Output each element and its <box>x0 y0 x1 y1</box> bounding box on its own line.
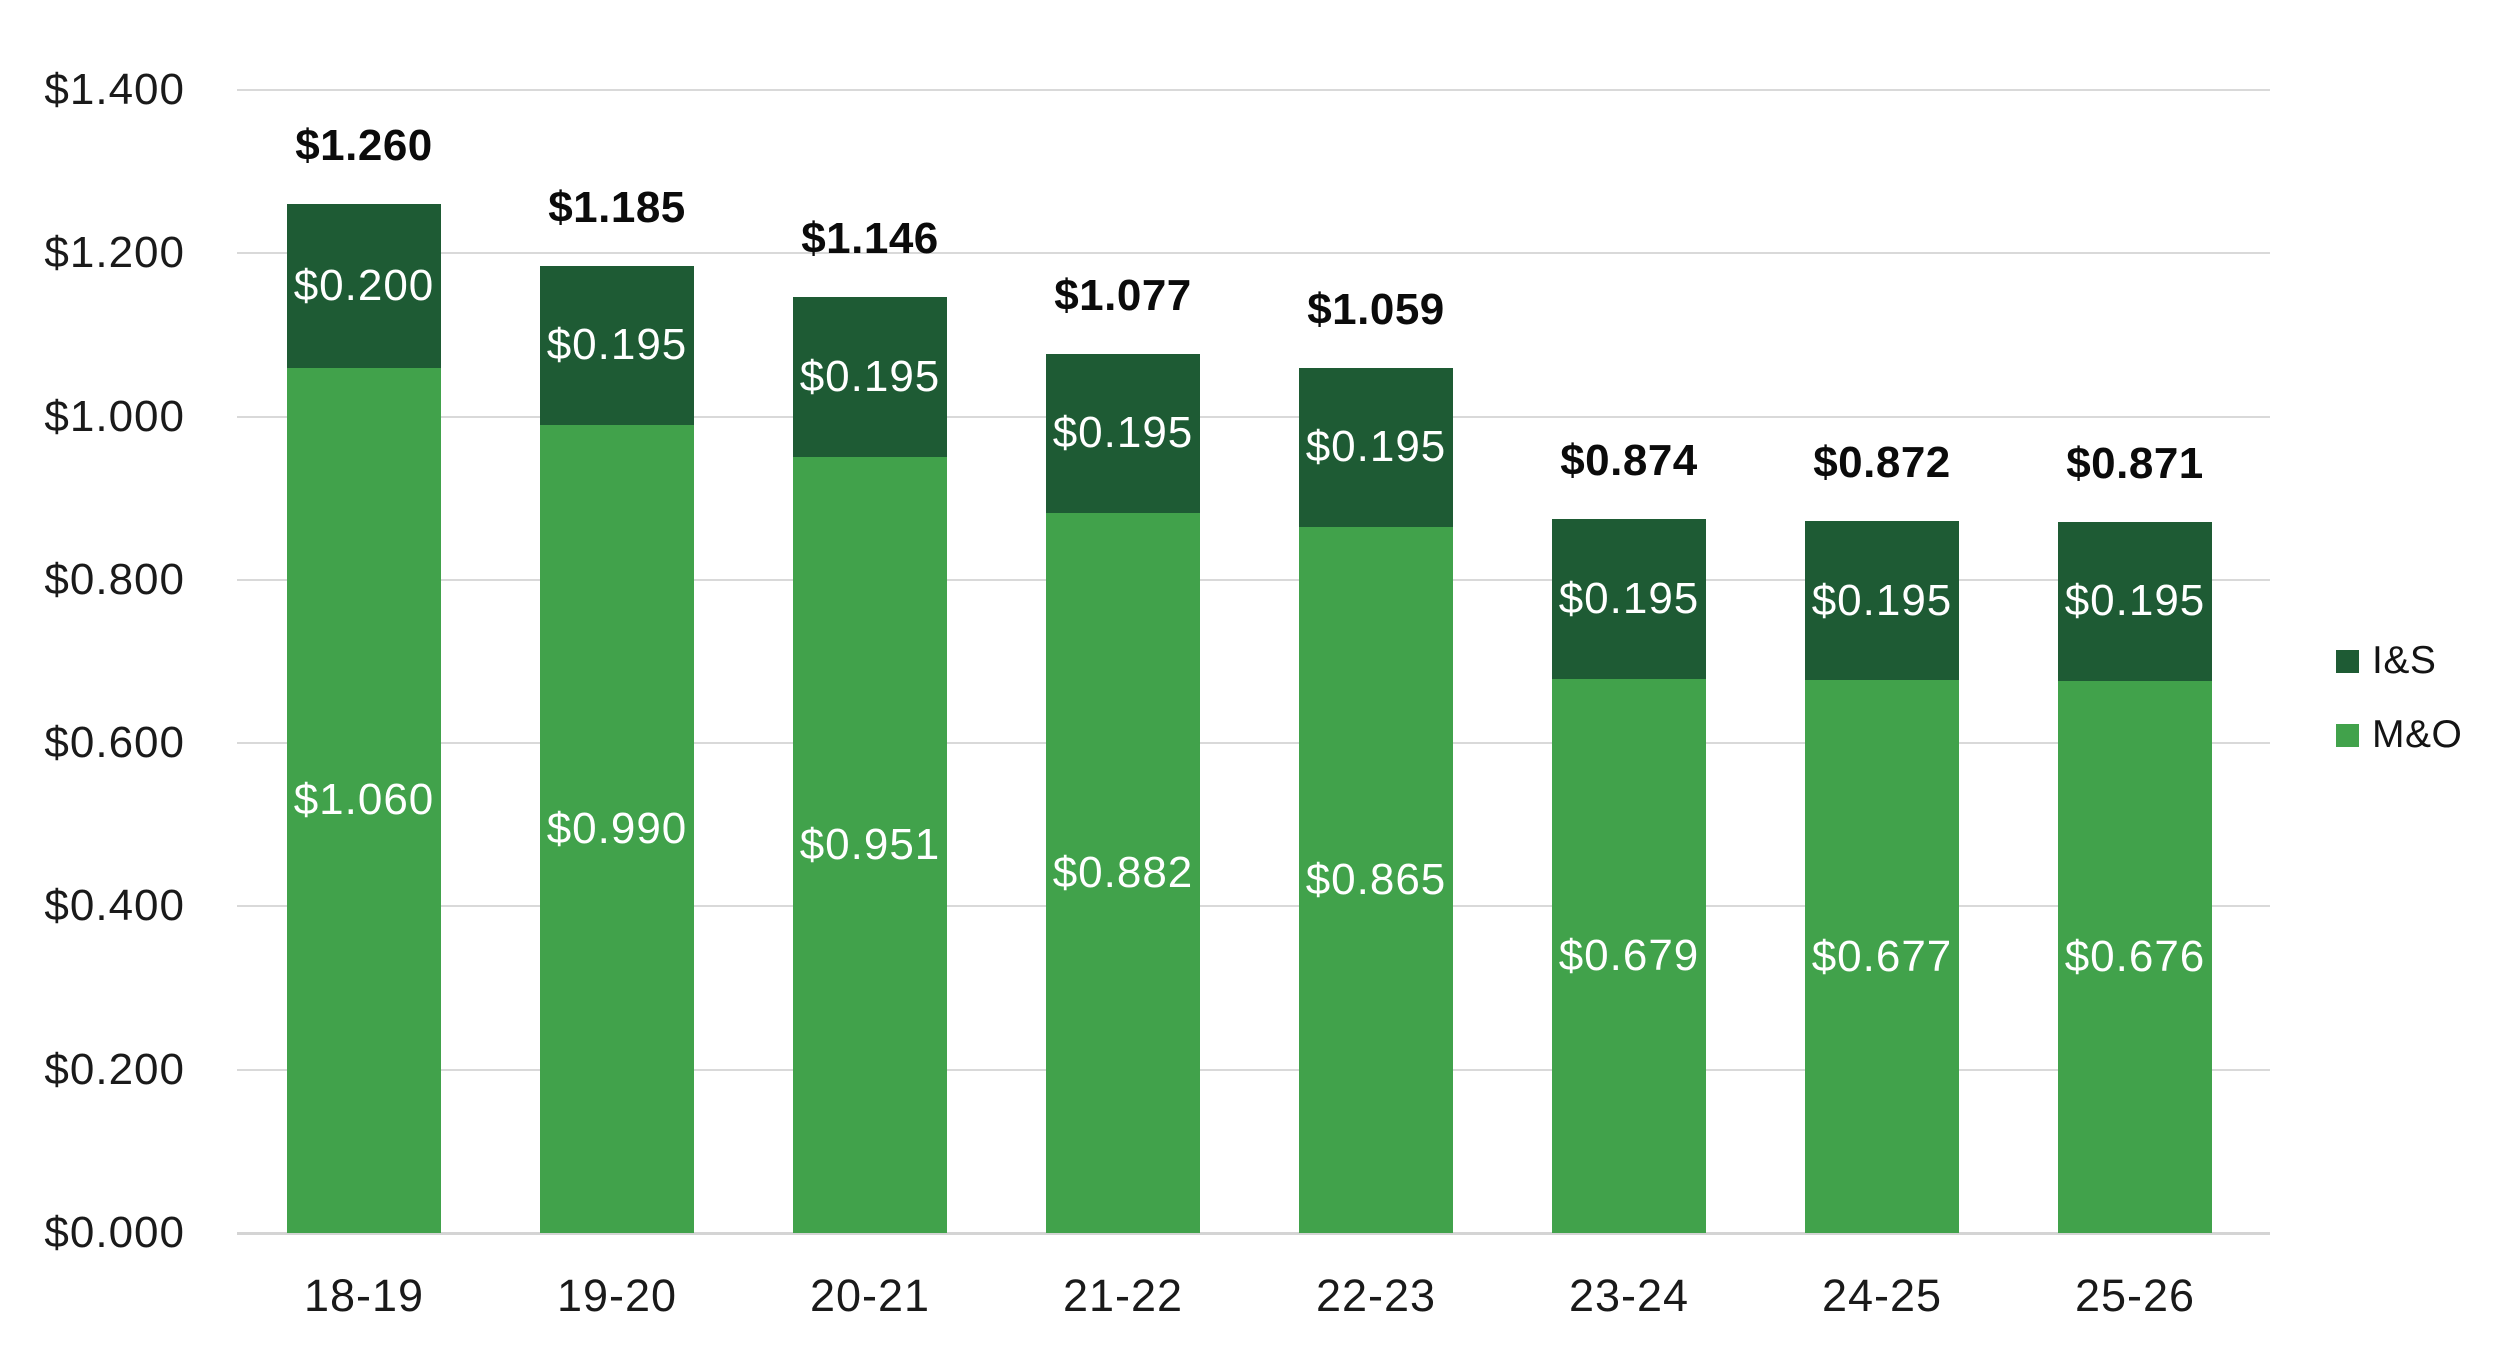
bar-segment-iands-18-19 <box>287 204 441 368</box>
legend-swatch-mo-icon <box>2336 723 2359 747</box>
bar-segment-mando-19-20 <box>540 424 694 1233</box>
bar-segment-value-label: $0.951 <box>799 819 941 869</box>
gridline-1.400 <box>237 89 2270 91</box>
bar-total-label: $1.146 <box>801 214 939 264</box>
gridline-1.200 <box>237 252 2270 255</box>
x-axis-tick-label: 19-20 <box>556 1270 678 1321</box>
x-axis-tick-label: 18-19 <box>303 1270 425 1321</box>
gridline-0.600 <box>237 742 2270 745</box>
bar-total-label: $1.185 <box>548 182 686 232</box>
gridline-1.000 <box>237 415 2270 418</box>
bar-total-label: $1.059 <box>1307 284 1445 334</box>
bar-segment-iands-23-24 <box>1552 519 1706 679</box>
bar-total-label: $1.077 <box>1054 270 1192 320</box>
bar-total-label: $0.872 <box>1813 438 1951 488</box>
bar-total-label: $0.871 <box>2066 438 2204 488</box>
y-axis-tick-label: $1.200 <box>44 228 185 278</box>
bar-segment-value-label: $0.195 <box>1305 422 1447 472</box>
bar-segment-value-label: $0.677 <box>1811 931 1953 981</box>
bar-segment-mando-22-23 <box>1299 526 1453 1233</box>
legend-item-mo: M&O <box>2336 712 2462 758</box>
bar-segment-value-label: $0.195 <box>546 320 688 370</box>
bar-segment-value-label: $0.679 <box>1558 930 1700 980</box>
bar-segment-mando-21-22 <box>1046 512 1200 1233</box>
legend-swatch-is-icon <box>2336 649 2359 673</box>
gridline-0.000 <box>237 1232 2270 1235</box>
x-axis-tick-label: 21-22 <box>1062 1270 1184 1321</box>
legend-label-mo: M&O <box>2372 713 2463 756</box>
bar-total-label: $0.874 <box>1560 436 1698 486</box>
gridline-0.200 <box>237 1068 2270 1071</box>
x-axis-tick-label: 24-25 <box>1821 1270 1943 1321</box>
bar-segment-value-label: $0.195 <box>799 351 941 401</box>
bar-total-label: $1.260 <box>295 121 433 171</box>
bar-segment-value-label: $0.200 <box>293 260 435 310</box>
y-axis-tick-label: $0.000 <box>44 1208 185 1257</box>
x-axis-tick-label: 23-24 <box>1568 1270 1690 1321</box>
y-axis-tick-label: $0.600 <box>44 718 185 768</box>
bar-segment-value-label: $0.865 <box>1305 854 1447 904</box>
legend-label-is: I&S <box>2372 639 2437 682</box>
bar-segment-value-label: $1.060 <box>293 775 435 825</box>
bar-segment-value-label: $0.676 <box>2064 932 2206 982</box>
y-axis-tick-label: $0.800 <box>44 554 185 604</box>
bar-segment-iands-20-21 <box>793 297 947 457</box>
bar-segment-value-label: $0.990 <box>546 803 688 853</box>
x-axis-tick-label: 20-21 <box>809 1270 931 1321</box>
bar-segment-value-label: $0.195 <box>2064 576 2206 626</box>
y-axis-tick-label: $1.400 <box>44 65 185 114</box>
gridline-0.400 <box>237 905 2270 908</box>
bar-segment-value-label: $0.195 <box>1052 408 1194 458</box>
bar-segment-mando-25-26 <box>2058 681 2212 1233</box>
gridline-0.800 <box>237 578 2270 581</box>
bar-segment-mando-20-21 <box>793 456 947 1233</box>
y-axis-tick-label: $0.400 <box>44 881 185 931</box>
bar-segment-iands-25-26 <box>2058 521 2212 682</box>
bar-segment-value-label: $0.882 <box>1052 847 1194 897</box>
legend-item-is: I&S <box>2336 638 2436 684</box>
y-axis-tick-label: $0.200 <box>44 1044 185 1094</box>
bar-segment-mando-24-25 <box>1805 680 1959 1233</box>
bar-segment-mando-18-19 <box>287 367 441 1233</box>
bar-segment-iands-19-20 <box>540 265 694 425</box>
y-axis-tick-label: $1.000 <box>44 391 185 441</box>
bar-segment-value-label: $0.195 <box>1811 575 1953 625</box>
x-axis-tick-label: 25-26 <box>2074 1270 2196 1321</box>
bar-segment-iands-21-22 <box>1046 353 1200 513</box>
x-axis-tick-label: 22-23 <box>1315 1270 1437 1321</box>
bar-segment-value-label: $0.195 <box>1558 574 1700 624</box>
bar-segment-mando-23-24 <box>1552 678 1706 1233</box>
bar-segment-iands-22-23 <box>1299 367 1453 527</box>
bar-segment-iands-24-25 <box>1805 521 1959 681</box>
